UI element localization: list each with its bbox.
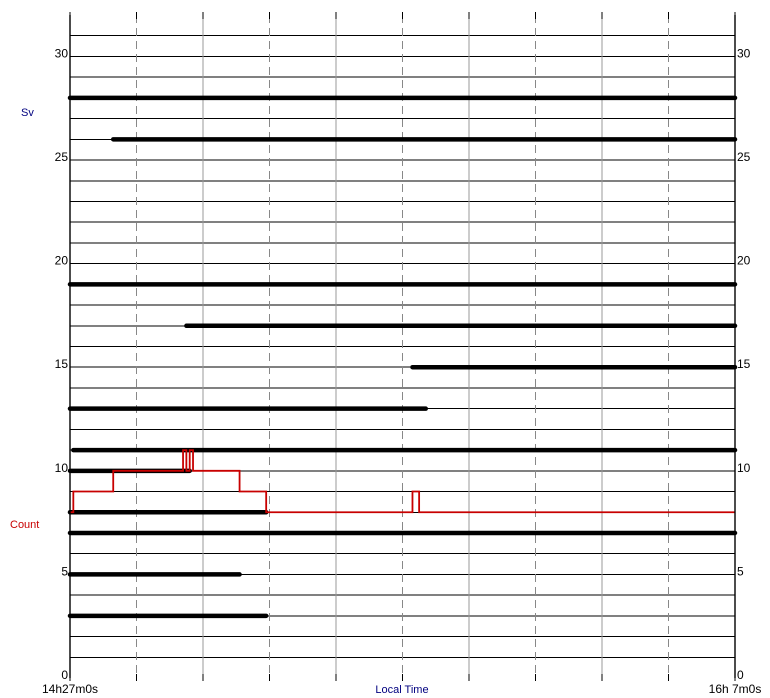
count-line [70,449,735,514]
sv-series [67,95,738,619]
y-tick-label-right: 10 [737,461,751,475]
y-tick-label-right: 20 [737,254,751,268]
axes [69,12,736,681]
y-tick-label-right: 15 [737,357,751,371]
y-tick-label-left: 0 [61,668,68,682]
x-axis-label: Local Time [375,684,428,696]
y-tick-label-right: 0 [737,668,744,682]
y-tick-label-right: 30 [737,46,751,60]
sv-axis-label: Sv [21,107,34,119]
y-tick-label-left: 30 [55,46,69,60]
y-tick-label-left: 25 [55,150,69,164]
y-tick-label-left: 20 [55,254,69,268]
count-axis-label: Count [10,519,39,531]
count-series [70,449,735,514]
grid [70,15,735,678]
y-tick-label-left: 10 [55,461,69,475]
y-tick-label-right: 25 [737,150,751,164]
x-tick-label-end: 16h 7m0s [709,682,762,696]
tick-labels: 0 0 5 5 10 10 15 15 20 20 25 25 30 30 14h27m0s 16h 7m0s [42,46,761,696]
y-tick-label-left: 5 [61,564,68,578]
y-tick-label-left: 15 [55,357,69,371]
y-tick-label-right: 5 [737,564,744,578]
x-tick-label-start: 14h27m0s [42,682,98,696]
